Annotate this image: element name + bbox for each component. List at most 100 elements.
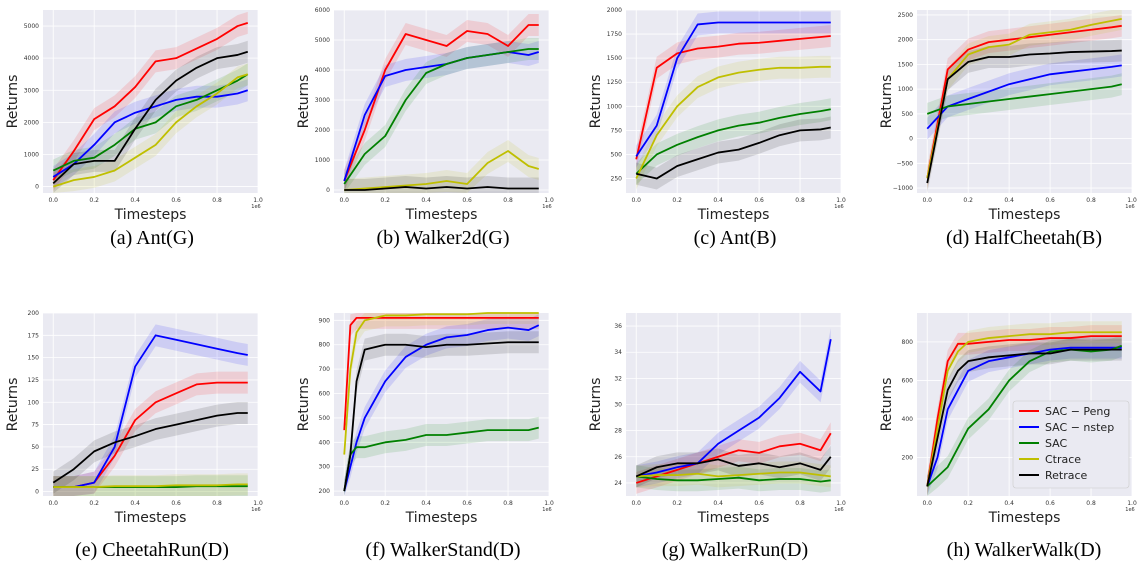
series-band <box>344 14 539 192</box>
x-axis-label: Timesteps <box>405 207 478 223</box>
series-line <box>926 64 1122 130</box>
series-line <box>926 83 1122 115</box>
y-tick-label: 2000 <box>607 7 622 14</box>
x-axis-label: Timesteps <box>114 207 187 223</box>
series-line <box>635 432 832 484</box>
panel-3: −1000 −500 0 500 1000 1500 2000 2500 0.0 0.2 0.4 0.… <box>879 10 1137 249</box>
panel-4: 0 25 50 75 100 125 150 175 200 0.0 0.2 0.4 0.6 0.8 1.0… <box>5 310 263 561</box>
y-tick-label: 1250 <box>607 79 622 86</box>
series-line <box>53 483 248 488</box>
series-band <box>927 336 1122 496</box>
series-line <box>635 65 831 179</box>
y-tick-label: 25 <box>31 466 39 473</box>
panel-caption: (d) HalfCheetah(B) <box>946 227 1102 249</box>
y-tick-label: 24 <box>614 480 622 487</box>
x-tick-label: 0.2 <box>963 197 973 204</box>
x-tick-label: 0.0 <box>631 500 641 507</box>
y-tick-label: 200 <box>28 310 40 317</box>
y-tick-label: 250 <box>611 176 623 183</box>
panel-0: 0 1000 2000 3000 4000 5000 0.0 0.2 0.4 0.6 0.8 1.01… <box>5 10 263 249</box>
series-band <box>927 73 1122 125</box>
y-tick-label: 200 <box>902 454 914 461</box>
series-line <box>343 312 539 455</box>
series-line <box>343 316 539 431</box>
y-tick-label: 900 <box>319 317 331 324</box>
x-tick-label: 0.8 <box>212 197 222 204</box>
panel-5: 200 300 400 500 600 700 800 900 0.0 0.2 0.4 0.6 0.8 1… <box>296 312 554 561</box>
y-tick-label: 6000 <box>315 7 330 14</box>
x-tick-label: 0.6 <box>754 500 764 507</box>
y-tick-label: 26 <box>614 454 622 461</box>
y-tick-label: 1000 <box>898 86 913 93</box>
x-tick-label: 0.0 <box>48 197 58 204</box>
x-tick-label: 0.2 <box>380 500 390 507</box>
x-tick-label: 1.0 <box>1127 197 1137 204</box>
y-tick-label: 34 <box>614 349 622 356</box>
series-line <box>635 21 831 157</box>
y-axis-label: Returns <box>588 75 604 129</box>
y-tick-label: −500 <box>897 160 914 167</box>
y-axis-label: Returns <box>588 378 604 432</box>
series-line <box>635 456 832 478</box>
y-tick-label: 500 <box>611 151 623 158</box>
y-tick-label: 175 <box>28 332 40 339</box>
y-tick-label: 600 <box>319 391 331 398</box>
x-tick-label: 0.6 <box>462 197 472 204</box>
x-tick-label: 0.6 <box>462 500 472 507</box>
y-axis-label: Returns <box>879 75 895 129</box>
series-band <box>636 445 831 488</box>
y-tick-label: 400 <box>319 439 331 446</box>
series-band <box>344 313 539 466</box>
panel-caption: (e) CheetahRun(D) <box>75 539 229 561</box>
x-tick-label: 0.8 <box>503 500 513 507</box>
y-axis-label: Returns <box>296 75 312 129</box>
y-tick-label: 700 <box>319 366 331 373</box>
plot-area <box>917 10 1132 193</box>
y-tick-label: 1000 <box>607 103 622 110</box>
series-band <box>53 11 248 192</box>
x-tick-label: 0.4 <box>130 197 140 204</box>
series-band <box>344 140 539 193</box>
series-band <box>636 328 831 488</box>
series-band <box>636 422 831 494</box>
series-line <box>343 341 539 492</box>
x-tick-label: 0.6 <box>1045 197 1055 204</box>
x-tick-label: 1.0 <box>253 197 263 204</box>
y-tick-label: 3000 <box>315 97 330 104</box>
x-tick-label: 0.4 <box>1004 197 1014 204</box>
series-band <box>53 473 248 496</box>
series-line <box>52 50 249 185</box>
y-tick-label: 2000 <box>898 37 913 44</box>
x-tick-label: 0.2 <box>380 197 390 204</box>
series-band <box>927 338 1122 496</box>
y-axis-label: Returns <box>879 378 895 432</box>
legend-entry: SAC <box>1045 437 1068 450</box>
series-band <box>53 40 248 194</box>
series-line <box>344 186 539 191</box>
y-tick-label: 0 <box>909 136 913 143</box>
y-tick-label: 200 <box>319 488 331 495</box>
series-band <box>927 325 1122 496</box>
x-tick-label: 0.0 <box>48 500 58 507</box>
y-tick-label: 1500 <box>607 55 622 62</box>
x-tick-label: 0.6 <box>754 197 764 204</box>
x-tick-label: 1.0 <box>1127 500 1137 507</box>
series-line <box>52 21 249 181</box>
series-band <box>927 14 1122 190</box>
series-band <box>53 402 248 494</box>
y-tick-label: 1500 <box>898 61 913 68</box>
panel-1: 0 1000 2000 3000 4000 5000 6000 0.0 0.2 0.4 0.6 0.8… <box>296 7 554 249</box>
x-axis-label: Timesteps <box>988 510 1061 526</box>
series-line <box>52 73 249 188</box>
y-tick-label: 100 <box>28 399 40 406</box>
x-tick-label: 0.8 <box>503 197 513 204</box>
legend-entry: Ctrace <box>1045 453 1081 466</box>
series-line <box>636 126 831 180</box>
series-band <box>927 321 1122 496</box>
series-line <box>926 49 1122 184</box>
y-tick-label: 75 <box>31 422 39 429</box>
series-line <box>52 412 248 484</box>
x-tick-label: 0.6 <box>1045 500 1055 507</box>
